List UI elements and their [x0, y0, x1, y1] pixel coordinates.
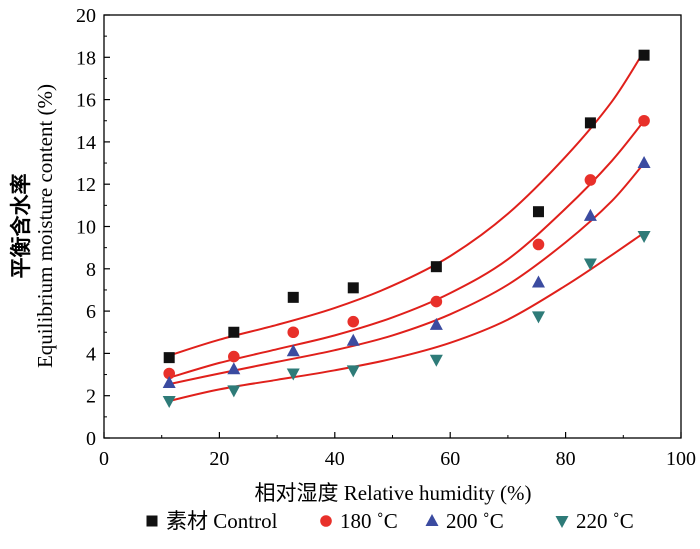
data-point-series-3	[531, 311, 545, 324]
data-point-series-3	[346, 365, 360, 378]
x-tick-label: 100	[666, 448, 696, 470]
axes: 0 20 40 60 80 100 0 2 4 6 8 10 12 14 16 18 20	[76, 5, 696, 470]
y-tick-label: 0	[86, 428, 96, 450]
legend: 素材 Control 180 ˚C 200 ˚C 220 ˚C	[146, 509, 634, 533]
x-tick-label: 80	[556, 448, 576, 470]
legend-label-series-2: 200 ˚C	[446, 509, 504, 533]
data-points	[162, 49, 651, 408]
data-point-series-2	[637, 156, 651, 169]
plot-frame	[103, 14, 682, 439]
data-point-series-1	[430, 295, 443, 308]
x-tick-label: 40	[325, 448, 345, 470]
y-tick-label: 16	[76, 90, 96, 112]
y-tick-label: 6	[86, 301, 96, 323]
legend-label-series-0: 素材 Control	[166, 509, 278, 533]
x-tick-label: 60	[440, 448, 460, 470]
legend-marker-series-2	[425, 514, 439, 526]
data-point-series-0	[347, 282, 359, 294]
y-tick-label: 2	[86, 386, 96, 408]
y-tick-label: 10	[76, 217, 96, 239]
data-point-series-0	[638, 49, 650, 61]
fit-line-series-1	[168, 120, 645, 379]
y-axis-title-en: Equilibrium moisture content (%)	[33, 84, 57, 368]
data-point-series-1	[347, 315, 360, 328]
y-tick-label: 12	[76, 174, 96, 196]
data-point-series-2	[162, 376, 176, 389]
data-point-series-0	[584, 117, 596, 129]
x-tick-label: 20	[209, 448, 229, 470]
y-tick-label: 18	[76, 47, 96, 69]
y-tick-label: 20	[76, 5, 96, 27]
fit-line-series-3	[168, 231, 645, 402]
data-point-series-2	[429, 317, 443, 330]
legend-label-series-1: 180 ˚C	[340, 509, 398, 533]
data-point-series-1	[163, 367, 176, 380]
data-point-series-0	[163, 352, 175, 364]
fit-line-series-2	[168, 162, 645, 386]
legend-marker-series-3	[555, 516, 569, 528]
data-point-series-1	[532, 238, 545, 251]
data-point-series-3	[583, 258, 597, 271]
y-tick-label: 4	[86, 343, 96, 365]
data-point-series-3	[286, 368, 300, 381]
data-point-series-2	[286, 344, 300, 357]
data-point-series-3	[637, 231, 651, 244]
data-point-series-1	[638, 114, 650, 127]
legend-marker-series-0	[146, 515, 158, 527]
data-point-series-0	[228, 326, 240, 338]
y-tick-label: 14	[76, 132, 96, 154]
data-point-series-1	[287, 326, 300, 339]
y-axis-title-cn: 平衡含水率	[9, 174, 33, 279]
data-point-series-2	[227, 362, 241, 375]
data-point-series-0	[430, 261, 442, 273]
data-point-series-3	[162, 395, 176, 408]
x-tick-label: 0	[99, 448, 109, 470]
y-axis-title: 平衡含水率 Equilibrium moisture content (%)	[9, 84, 57, 368]
data-point-series-1	[228, 350, 240, 363]
data-point-series-2	[346, 333, 360, 346]
data-point-series-2	[531, 275, 545, 288]
data-point-series-2	[583, 208, 597, 221]
data-point-series-3	[429, 354, 443, 367]
y-tick-label: 8	[86, 259, 96, 281]
fit-line-series-0	[168, 50, 645, 357]
data-point-series-1	[584, 174, 597, 186]
legend-label-series-3: 220 ˚C	[576, 509, 634, 533]
data-point-series-0	[287, 291, 299, 303]
data-point-series-3	[227, 385, 241, 398]
data-point-series-0	[532, 206, 544, 218]
fit-lines	[168, 50, 645, 402]
legend-marker-series-1	[320, 515, 332, 527]
x-axis-title: 相对湿度 Relative humidity (%)	[254, 481, 531, 505]
